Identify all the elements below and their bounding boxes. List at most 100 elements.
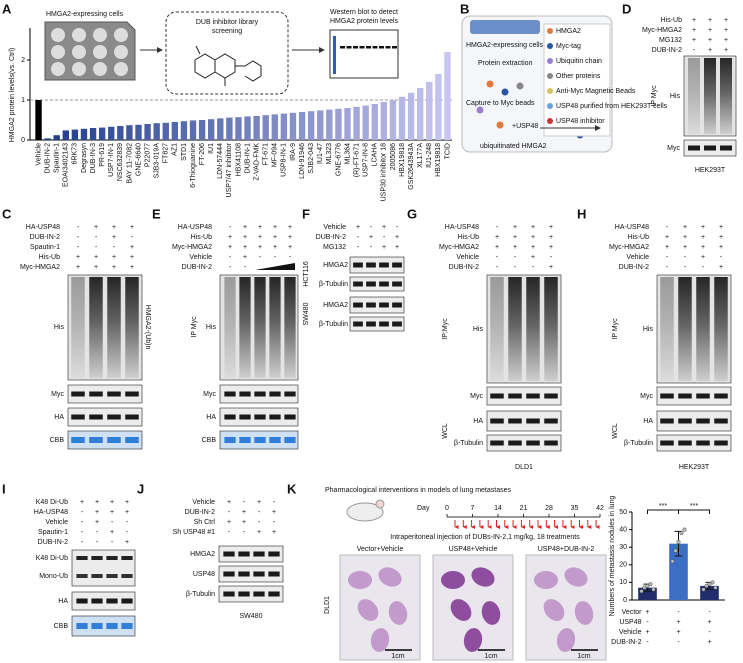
bar xyxy=(117,126,124,140)
x-tick-label: GSK2643943A xyxy=(408,143,415,190)
lung xyxy=(471,567,495,587)
label: His xyxy=(54,324,65,331)
label: - xyxy=(666,264,669,271)
label: HA-USP48 xyxy=(26,224,60,231)
label: HMGA2-(Ub)n xyxy=(144,305,151,350)
molecule xyxy=(194,45,262,86)
cbb-band xyxy=(254,437,266,443)
label: - xyxy=(95,234,98,241)
bar xyxy=(298,112,306,140)
blot xyxy=(349,276,405,292)
label: + xyxy=(130,244,134,251)
band xyxy=(76,598,88,604)
bar xyxy=(253,116,260,140)
band xyxy=(678,440,692,446)
blot-band xyxy=(366,46,371,49)
label: + xyxy=(683,234,687,241)
band xyxy=(490,393,504,399)
band xyxy=(91,598,103,604)
lung xyxy=(441,571,465,589)
label: + xyxy=(243,254,247,261)
legend-swatch xyxy=(547,88,553,94)
band xyxy=(106,574,118,578)
band xyxy=(253,591,265,597)
x-tick-label: USP7-IN-1 xyxy=(108,143,115,177)
label: HMGA2 xyxy=(323,302,348,309)
label: His xyxy=(670,93,681,100)
label: - xyxy=(396,224,399,231)
x-tick-label: IU1 xyxy=(208,143,215,154)
label: Myc-HMGA2 xyxy=(439,244,479,251)
data-point xyxy=(651,587,656,592)
smear xyxy=(526,277,540,381)
label: + xyxy=(692,27,696,34)
x-tick-label: GNE-6640 xyxy=(135,143,142,176)
label: + xyxy=(273,244,277,251)
bar xyxy=(135,124,142,140)
band xyxy=(379,302,389,308)
smear xyxy=(89,277,103,378)
label: - xyxy=(77,224,80,231)
band xyxy=(366,281,376,287)
smear xyxy=(284,277,296,378)
bar xyxy=(444,52,451,140)
blot xyxy=(349,256,405,274)
data-point xyxy=(710,580,715,585)
data-point xyxy=(682,527,687,532)
label: His xyxy=(473,326,484,333)
well xyxy=(72,45,86,59)
band xyxy=(508,393,522,399)
blot xyxy=(486,386,562,406)
label: + xyxy=(227,519,231,526)
label: HA xyxy=(58,598,68,605)
band xyxy=(106,556,118,560)
label: CBB xyxy=(50,437,65,444)
smear xyxy=(224,277,236,378)
panel-letter: H xyxy=(577,206,586,221)
label: + xyxy=(94,264,98,271)
band xyxy=(76,556,88,560)
label: + xyxy=(242,519,246,526)
blot-band xyxy=(353,46,358,49)
label: Vehicle xyxy=(456,254,479,261)
label: Myc-HMGA2 xyxy=(642,27,682,34)
label: + xyxy=(395,244,399,251)
label: USP48 xyxy=(193,571,215,578)
lung xyxy=(378,567,402,587)
label: + xyxy=(130,254,134,261)
blot xyxy=(656,386,732,406)
band xyxy=(714,440,728,446)
band xyxy=(660,418,674,424)
lung xyxy=(556,628,576,652)
band xyxy=(704,145,716,151)
bar xyxy=(262,115,269,140)
label: + xyxy=(513,234,517,241)
band xyxy=(544,418,558,424)
cbb-band xyxy=(224,437,236,443)
label: - xyxy=(666,224,669,231)
cbb-band xyxy=(89,437,103,443)
x-tick-label: ML364 xyxy=(344,143,351,165)
label: HMGA2 xyxy=(323,262,348,269)
bar xyxy=(35,100,42,140)
label: + xyxy=(701,234,705,241)
label: + xyxy=(112,254,116,261)
data-point xyxy=(704,583,709,588)
label: + xyxy=(95,499,99,506)
label: + xyxy=(701,244,705,251)
x-tick-label: Vehicle xyxy=(35,143,42,166)
band xyxy=(526,418,540,424)
label: - xyxy=(496,224,499,231)
label: + xyxy=(683,224,687,231)
label: - xyxy=(370,224,373,231)
label: + xyxy=(273,234,277,241)
label: Vehicle xyxy=(45,519,68,526)
label: + xyxy=(724,17,728,24)
label: - xyxy=(77,234,80,241)
well xyxy=(72,28,86,42)
lung xyxy=(574,601,594,625)
label: WCL xyxy=(612,423,619,439)
bar xyxy=(417,88,424,140)
label: + xyxy=(701,224,705,231)
label: HA-USP48 xyxy=(615,224,649,231)
